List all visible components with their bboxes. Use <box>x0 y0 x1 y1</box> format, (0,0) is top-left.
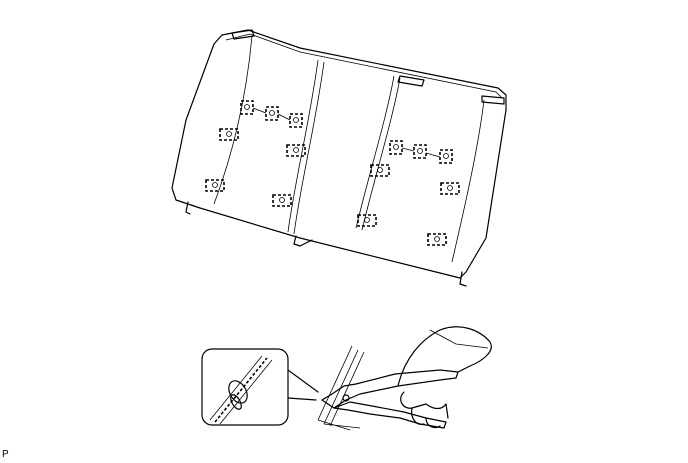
hog-ring-markers <box>205 100 460 246</box>
hog-ring-3 <box>289 113 303 128</box>
detail-inset-frame <box>201 348 289 426</box>
hog-ring-4 <box>219 128 239 141</box>
pliers-detail <box>201 326 492 431</box>
hog-ring-5 <box>286 144 306 157</box>
hog-ring-11 <box>370 164 390 177</box>
hog-ring-13 <box>357 214 377 227</box>
hog-ring-8 <box>389 140 403 155</box>
hog-ring-1 <box>240 100 254 115</box>
hog-ring-10 <box>439 149 453 164</box>
hog-ring-6 <box>205 179 225 192</box>
hog-ring-7 <box>272 194 292 207</box>
hog-ring-9 <box>413 144 427 159</box>
seatback-outline <box>171 29 507 287</box>
figure-caption-code: P <box>2 449 9 460</box>
hog-ring-14 <box>427 233 447 246</box>
hog-ring-2 <box>265 106 279 121</box>
hog-ring-12 <box>440 182 460 195</box>
